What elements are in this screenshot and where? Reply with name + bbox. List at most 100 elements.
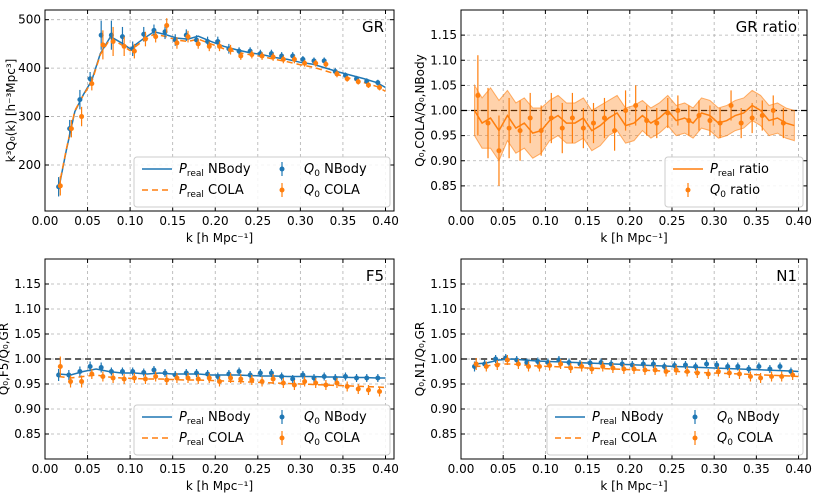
x-tick-label: 0.10 xyxy=(117,462,144,476)
data-point xyxy=(119,369,125,374)
data-point xyxy=(68,379,74,384)
data-point xyxy=(736,371,742,377)
data-point xyxy=(302,379,308,384)
data-point xyxy=(270,376,276,382)
data-point xyxy=(164,377,170,383)
data-point xyxy=(142,376,148,382)
data-point xyxy=(100,374,106,379)
legend-label: Preal NBody xyxy=(592,410,664,427)
x-tick-label: 0.35 xyxy=(330,214,357,228)
data-point xyxy=(364,375,370,381)
x-tick-label: 0.10 xyxy=(532,214,559,228)
axes-frame xyxy=(44,9,395,212)
legend: Preal ratio Q0 ratio xyxy=(664,156,804,208)
data-point xyxy=(717,120,723,126)
y-tick-label: 0.90 xyxy=(430,154,457,168)
y-axis-label: k³Q₀(k) [h⁻³Mpc³] xyxy=(4,59,18,163)
data-point xyxy=(121,43,127,49)
data-point xyxy=(770,108,776,113)
data-point xyxy=(623,108,629,113)
data-point xyxy=(121,376,127,382)
data-point xyxy=(238,376,244,382)
data-point xyxy=(704,361,710,367)
data-point xyxy=(302,60,308,66)
data-point xyxy=(705,371,711,377)
data-point xyxy=(98,365,104,370)
x-tick-label: 0.15 xyxy=(159,462,186,476)
data-point xyxy=(538,128,544,134)
data-point xyxy=(131,375,137,381)
y-tick-label: 0.85 xyxy=(430,179,457,193)
y-tick-label: 1.10 xyxy=(14,302,41,316)
data-point xyxy=(228,375,234,381)
x-tick-label: 0.25 xyxy=(659,214,686,228)
x-tick-label: 0.35 xyxy=(330,462,357,476)
legend-marker-swatch xyxy=(279,435,285,441)
data-point xyxy=(633,102,639,108)
data-point xyxy=(185,375,191,381)
data-point xyxy=(749,115,755,121)
x-tick-label: 0.40 xyxy=(372,462,399,476)
data-point xyxy=(569,115,575,121)
data-point xyxy=(77,369,83,374)
data-point xyxy=(675,108,681,113)
legend-label: Q0 COLA xyxy=(304,431,360,448)
legend-marker-swatch xyxy=(692,414,698,420)
data-point xyxy=(195,376,201,382)
data-point xyxy=(696,113,702,119)
data-point xyxy=(600,364,606,369)
x-axis-label: k [h Mpc⁻¹] xyxy=(600,479,667,493)
data-point xyxy=(151,367,157,373)
data-point xyxy=(496,148,502,154)
y-tick-label: 200 xyxy=(18,158,41,172)
plot-area xyxy=(461,354,807,383)
plot-area xyxy=(45,356,394,397)
data-point xyxy=(746,366,752,372)
y-tick-label: 1.05 xyxy=(430,78,457,92)
data-point xyxy=(568,365,574,371)
y-tick-label: 1.00 xyxy=(14,352,41,366)
data-point xyxy=(108,369,114,374)
data-point xyxy=(377,389,383,394)
data-point xyxy=(601,115,607,121)
x-tick-label: 0.20 xyxy=(616,214,643,228)
data-point xyxy=(473,361,479,367)
data-point xyxy=(354,375,360,381)
legend: Preal NBody Q0 NBody Preal COLA Q0 COLA xyxy=(133,404,391,456)
data-point xyxy=(344,76,350,82)
x-tick-label: 0.25 xyxy=(244,462,271,476)
data-point xyxy=(77,97,83,103)
data-point xyxy=(612,128,618,134)
x-tick-label: 0.15 xyxy=(159,214,186,228)
x-axis-label: k [h Mpc⁻¹] xyxy=(186,479,253,493)
data-point xyxy=(217,43,222,49)
x-tick-label: 0.05 xyxy=(74,462,101,476)
x-axis-label: k [h Mpc⁻¹] xyxy=(186,231,253,245)
x-tick-label: 0.00 xyxy=(32,462,59,476)
legend-entry-p-real-ratio: Preal ratio xyxy=(673,162,769,179)
data-point xyxy=(334,71,340,77)
y-tick-label: 1.05 xyxy=(14,327,41,341)
data-point xyxy=(291,382,297,388)
legend-entry-q-0-cola: Q0 COLA xyxy=(692,431,773,448)
data-point xyxy=(590,120,596,126)
y-tick-label: 1.05 xyxy=(430,327,457,341)
legend-label: Q0 NBody xyxy=(304,410,367,427)
data-point xyxy=(506,125,512,131)
data-point xyxy=(654,120,660,126)
panel-title: GR ratio xyxy=(736,18,797,36)
data-point xyxy=(217,379,222,384)
y-tick-label: 0.85 xyxy=(430,427,457,441)
data-point xyxy=(280,56,286,62)
y-tick-label: 1.15 xyxy=(430,277,457,291)
data-point xyxy=(526,364,532,369)
panel-title: F5 xyxy=(366,267,384,285)
data-point xyxy=(342,374,348,379)
data-point xyxy=(589,366,595,372)
legend-label: Preal NBody xyxy=(179,162,251,179)
data-point xyxy=(334,380,340,386)
legend-marker-swatch xyxy=(279,414,285,420)
data-point xyxy=(174,375,180,381)
panel-f5: 0.00 0.05 0.10 0.15 0.20 0.25 0.30 0.35 0.40 0.85… xyxy=(0,258,399,493)
data-point xyxy=(728,102,734,108)
